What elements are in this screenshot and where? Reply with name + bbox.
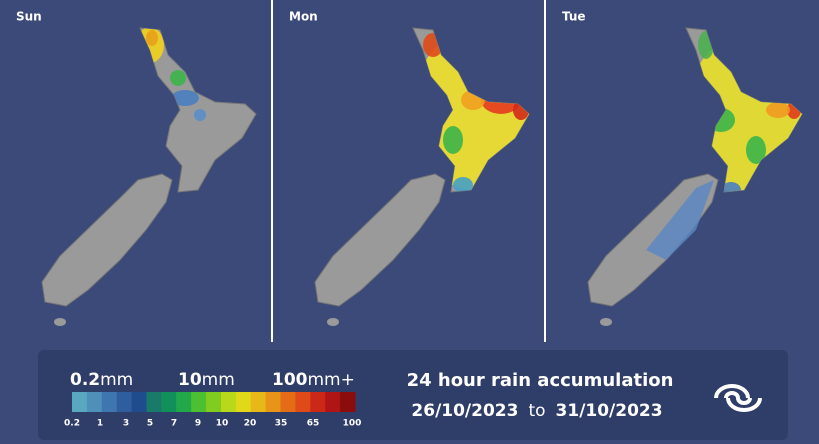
scale-label: 10mm (178, 370, 235, 390)
logo-arc (736, 397, 752, 405)
colorbar-tick-label: 20 (244, 419, 257, 429)
scale-number: 100 (272, 370, 308, 390)
colorbar-swatch (340, 392, 356, 412)
scale-label: 100mm+ (272, 370, 355, 390)
scale-unit: mm+ (308, 370, 355, 390)
scale-number: 0.2 (70, 370, 100, 390)
colorbar-tick-label: 0.2 (64, 419, 80, 429)
colorbar-tick-label: 1 (97, 419, 103, 429)
rain-area (194, 109, 206, 121)
rain-area (646, 180, 714, 260)
stewart-island (54, 318, 66, 326)
colorbar-swatch (206, 392, 222, 412)
rain-area (453, 177, 473, 192)
colorbar-swatch (116, 392, 133, 412)
rain-area (443, 126, 463, 154)
colorbar-tick-label: 35 (275, 419, 288, 429)
panel-label: Sun (16, 10, 42, 24)
logo-arc (724, 391, 740, 399)
colorbar-swatch (161, 392, 177, 412)
colorbar-swatch (220, 392, 237, 412)
scale-unit: mm (100, 370, 133, 390)
rain-area (170, 70, 186, 86)
colorbar-tick-label: 100 (343, 419, 362, 429)
panel-label: Mon (289, 10, 318, 24)
stewart-island (327, 318, 339, 326)
colorbar-swatch (86, 392, 103, 412)
logo (714, 384, 762, 412)
colorbar-swatch (250, 392, 267, 412)
scale-number: 10 (178, 370, 202, 390)
legend-box (38, 350, 788, 440)
colorbar-swatch (176, 392, 192, 412)
panel-label: Tue (562, 10, 586, 24)
colorbar-swatch (325, 392, 341, 412)
logo-arc (726, 397, 762, 412)
colorbar-tick-label: 10 (216, 419, 229, 429)
rain-area (746, 136, 766, 164)
stewart-island (600, 318, 612, 326)
colorbar-tick-label: 65 (307, 419, 320, 429)
colorbar-swatch (131, 392, 147, 412)
colorbar-swatch (101, 392, 118, 412)
colorbar-swatch (191, 392, 207, 412)
colorbar-tick-label: 7 (171, 419, 177, 429)
colorbar-tick-label: 9 (195, 419, 201, 429)
colorbar-swatch (310, 392, 326, 412)
rain-area (721, 182, 741, 192)
colorbar-swatch (295, 392, 311, 412)
south-island (314, 173, 446, 307)
colorbar-swatch (280, 392, 296, 412)
date-separator: to (528, 401, 545, 421)
legend-title: 24 hour rain accumulation (407, 370, 674, 391)
date-from: 26/10/2023 (411, 401, 518, 421)
scale-unit: mm (202, 370, 235, 390)
colorbar-swatch (72, 392, 88, 412)
rain-area (766, 102, 790, 118)
colorbar-tick-label: 3 (123, 419, 129, 429)
date-range: 26/10/2023 to 31/10/2023 (411, 401, 662, 421)
colorbar-swatch (235, 392, 252, 412)
colorbar-swatch (146, 392, 162, 412)
south-island (41, 173, 173, 307)
colorbar-swatch (265, 392, 282, 412)
logo-arc (714, 384, 750, 399)
date-to: 31/10/2023 (556, 401, 663, 421)
colorbar-tick-label: 5 (147, 419, 153, 429)
scale-label: 0.2mm (70, 370, 133, 390)
rain-area (171, 90, 199, 106)
rain-area (146, 30, 158, 46)
